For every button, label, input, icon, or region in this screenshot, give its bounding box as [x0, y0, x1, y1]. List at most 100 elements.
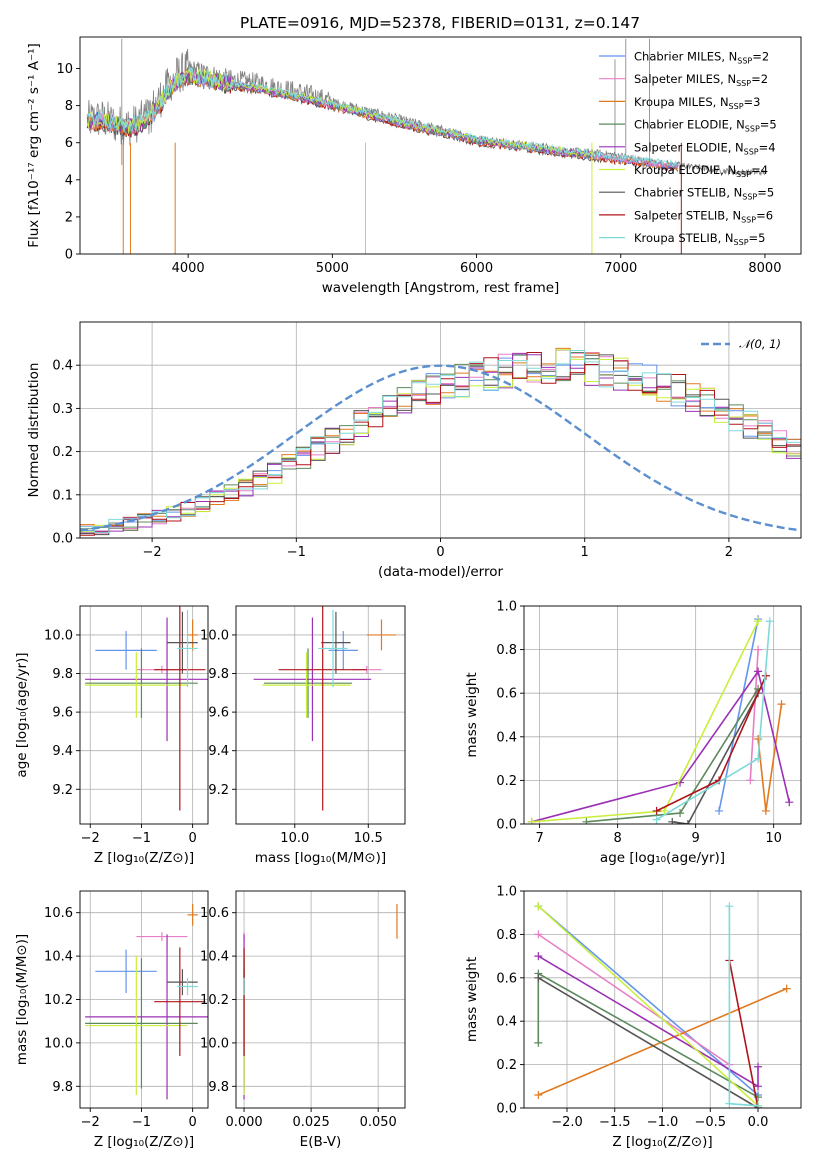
y-tick-label: 10.0 — [44, 1036, 73, 1051]
y-tick-label: 10.2 — [200, 993, 229, 1008]
weight-point-marker — [683, 820, 692, 824]
x-tick-label: 0 — [436, 545, 444, 560]
mass-vs-Z-panel: −2 −1 0 9.8 10.0 10.2 10.4 10.6 Z [log₁₀(Z/Z⊙)] m… — [14, 890, 209, 1150]
y-tick-label: 0.1 — [52, 488, 73, 503]
weight-series-line — [728, 960, 759, 1108]
axes-frame — [523, 890, 802, 1109]
age-vs-mass-panel: 10.0 10.5 9.2 9.4 9.6 9.8 10.0 mass [log₁₀(M/M⊙… — [200, 605, 406, 866]
x-tick-label: 10.0 — [280, 831, 309, 846]
weight-point-marker — [534, 1038, 543, 1047]
x-tick-label: −2 — [81, 1115, 100, 1130]
axes-frame — [79, 605, 209, 825]
y-tick-label: 0.3 — [52, 402, 73, 417]
y-tick-label: 9.8 — [52, 667, 73, 682]
legend-entry: Salpeter STELIB, NSSP=6 — [634, 208, 773, 224]
weight-point-marker — [652, 806, 661, 815]
legend-label: Salpeter STELIB, N — [634, 208, 741, 222]
weight-point-marker — [668, 817, 677, 824]
y-tick-label: 9.2 — [52, 783, 73, 798]
weight-point-marker — [754, 645, 763, 654]
weight-series-line — [537, 905, 759, 1096]
x-axis-label: Z [log₁₀(Z/Z⊙)] — [612, 1134, 712, 1150]
legend-entry: Chabrier STELIB, NSSP=5 — [634, 186, 774, 202]
axes-frame — [523, 605, 802, 825]
normal-reference-curve — [80, 364, 799, 532]
weight-vs-age-panel: 7 8 9 10 0.0 0.2 0.4 0.6 0.8 1.0 age [log₁₀(age/yr… — [464, 600, 802, 866]
figure-title: PLATE=0916, MJD=52378, FIBERID=0131, z=0… — [240, 14, 640, 32]
x-tick-label: 10.5 — [354, 831, 383, 846]
x-tick-label: 10 — [765, 831, 782, 846]
weight-point-marker — [534, 952, 543, 961]
y-tick-label: 10.6 — [200, 906, 229, 921]
weight-point-marker — [725, 1099, 734, 1108]
weight-series-line — [537, 905, 759, 1107]
legend-entry: Chabrier ELODIE, NSSP=5 — [634, 118, 777, 134]
x-tick-label: 5000 — [316, 261, 349, 276]
histogram-step-line — [80, 347, 801, 534]
x-tick-label: 1 — [581, 545, 589, 560]
weight-point-marker — [676, 809, 685, 818]
histogram-step-line — [80, 350, 801, 534]
weight-point-marker — [782, 984, 791, 993]
y-tick-label: 1.0 — [496, 600, 517, 615]
legend-subscript: SSP — [737, 57, 752, 66]
axes-frame — [235, 605, 406, 825]
axes-frame — [235, 890, 406, 1109]
y-tick-label: 0.4 — [496, 1015, 517, 1030]
histogram-step-line — [80, 349, 801, 533]
y-tick-label: 9.8 — [208, 667, 229, 682]
weight-series-line — [537, 987, 788, 1096]
legend-entry: Chabrier MILES, NSSP=2 — [634, 50, 769, 66]
mass-vs-ebv-panel: 0.000 0.025 0.050 9.8 10.0 10.2 10.4 10.6 E(B-V) — [200, 890, 406, 1150]
y-tick-label: 6 — [65, 136, 73, 151]
x-tick-label: −0.5 — [694, 1115, 726, 1130]
weight-series-line — [531, 669, 791, 823]
x-tick-label: −2.0 — [551, 1115, 583, 1130]
y-tick-label: 0.2 — [496, 1058, 517, 1073]
x-tick-label: 0.000 — [225, 1115, 262, 1130]
x-tick-label: 0.0 — [748, 1115, 769, 1130]
weight-vs-Z-panel: −2.0 −1.5 −1.0 −0.5 0.0 0.0 0.2 0.4 0.6 0.8 1.0 Z [… — [464, 885, 802, 1150]
y-tick-label: 0.0 — [52, 532, 73, 547]
x-tick-label: −1.0 — [647, 1115, 679, 1130]
y-tick-label: 0.0 — [496, 818, 517, 833]
x-axis-label: E(B-V) — [300, 1134, 342, 1150]
spectrum-plot-area — [86, 38, 766, 254]
weight-point-marker — [754, 667, 763, 676]
x-tick-label: −2 — [143, 545, 162, 560]
y-tick-label: 10 — [56, 62, 73, 77]
y-axis-label: age [log₁₀(age/yr)] — [14, 652, 30, 777]
y-axis-label: mass weight — [464, 672, 480, 757]
x-tick-label: 9 — [692, 831, 700, 846]
axes-frame — [79, 890, 209, 1109]
x-tick-label: 6000 — [460, 261, 493, 276]
legend-subscript: SSP — [734, 238, 749, 247]
y-tick-label: 9.8 — [208, 1080, 229, 1095]
x-tick-label: 0 — [188, 831, 196, 846]
legend-entry: Kroupa MILES, NSSP=3 — [634, 95, 760, 111]
x-tick-label: 8000 — [748, 261, 781, 276]
weight-point-marker — [534, 930, 543, 939]
errorbar-plot-area — [253, 606, 397, 811]
weight-point-marker — [715, 806, 724, 815]
y-tick-label: 0.0 — [496, 1102, 517, 1117]
age-vs-Z-panel: −2 −1 0 9.2 9.4 9.6 9.8 10.0 Z [log₁₀(Z/Z⊙)] age … — [14, 605, 209, 866]
weight-point-marker — [652, 815, 661, 824]
histogram-step-line — [80, 349, 801, 534]
legend-subscript: SSP — [742, 193, 757, 202]
weight-point-marker — [754, 1101, 763, 1108]
weight-series-line — [537, 972, 759, 1098]
y-axis-label: Normed distribution — [26, 363, 42, 498]
weight-series-line — [672, 692, 759, 824]
y-tick-label: 10.2 — [44, 993, 73, 1008]
model-spectrum-line — [86, 67, 592, 158]
weight-point-marker — [754, 1062, 763, 1071]
errorbar-plot-area — [85, 904, 208, 1100]
x-axis-label: (data-model)/error — [378, 564, 504, 580]
axes-frame — [79, 36, 802, 255]
x-axis-label: wavelength [Angstrom, rest frame] — [322, 280, 560, 296]
grid-lines — [80, 322, 801, 539]
y-tick-label: 0.8 — [496, 928, 517, 943]
residual-histogram-panel: −2 −1 0 1 2 0.0 0.1 0.2 0.3 0.4 (data-model)/error… — [26, 321, 802, 580]
